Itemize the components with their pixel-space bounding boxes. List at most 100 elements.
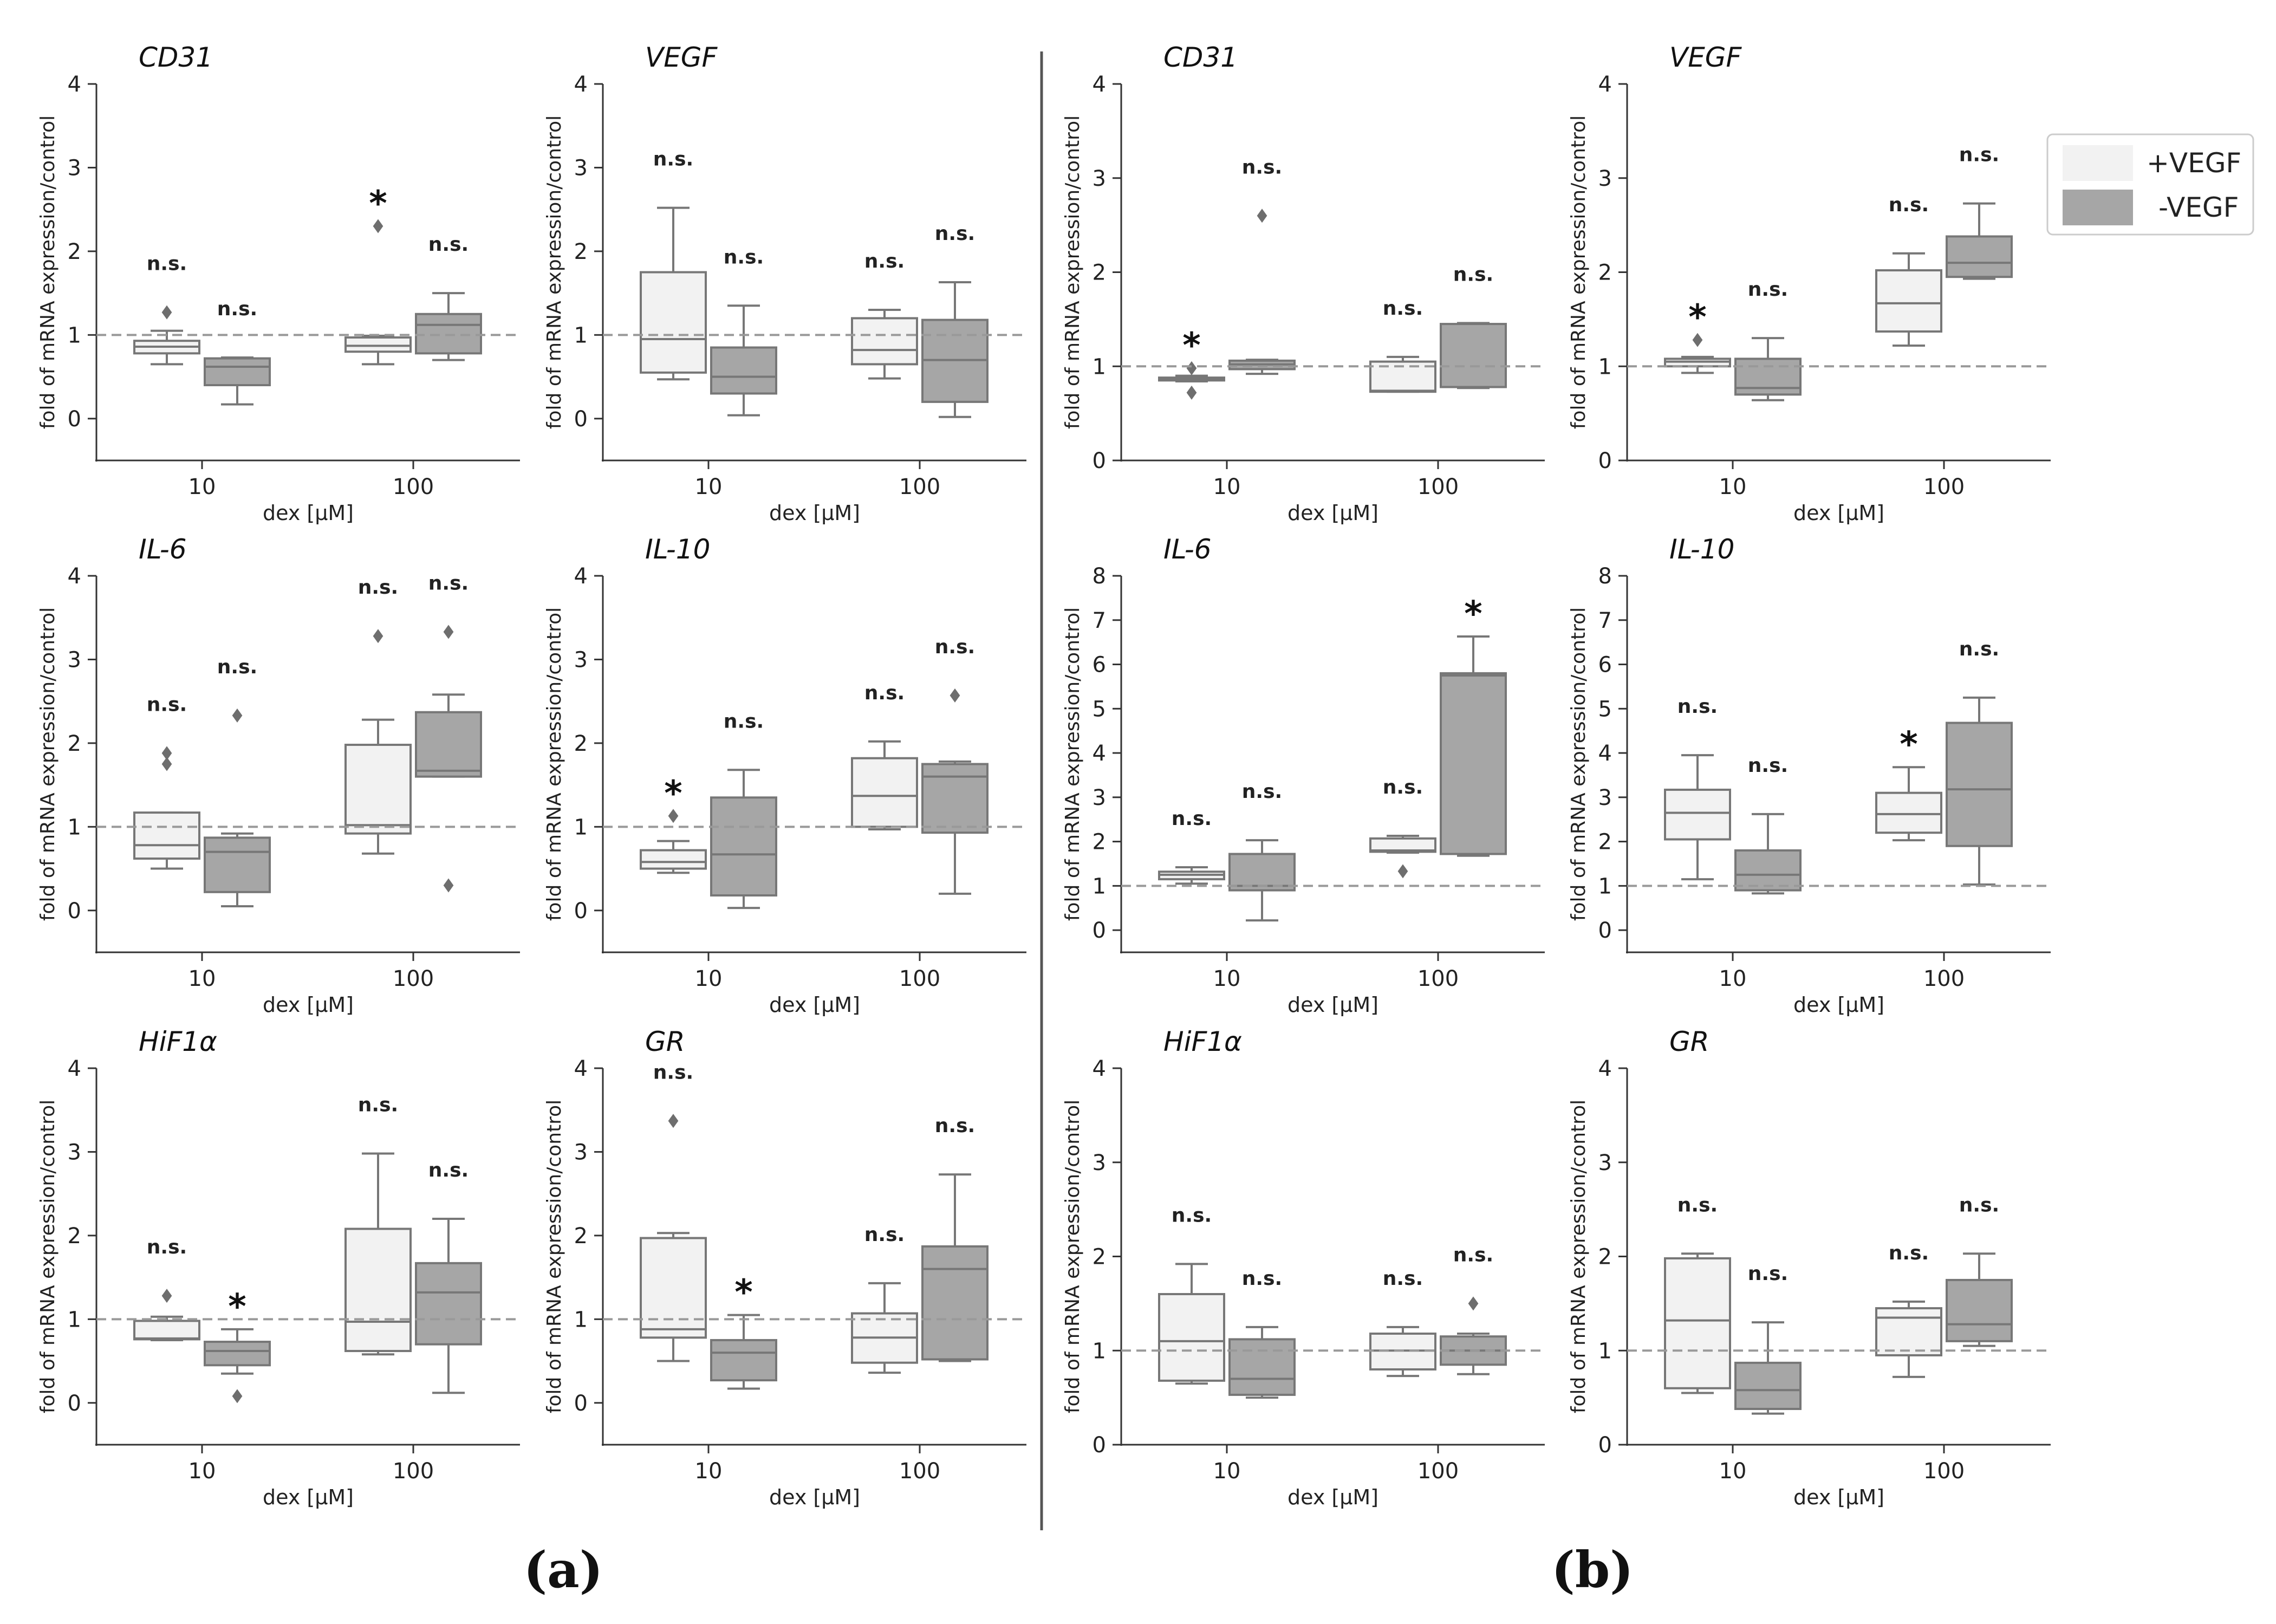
box-10-minus-vegf [1734, 1321, 1802, 1415]
significance-label: n.s. [1383, 776, 1423, 798]
y-tick-label: 2 [574, 239, 588, 264]
panel-a-il-10: 0 1 2 3 4 10 100 IL-10 dex [µM] fold of mRNA expr… [543, 534, 1026, 1017]
significance-label: n.s. [1242, 156, 1282, 178]
significance-label: n.s. [1453, 1244, 1493, 1266]
y-tick-label: 3 [68, 1140, 81, 1165]
significance-label: * [1688, 298, 1706, 338]
significance-label: n.s. [724, 246, 764, 268]
x-axis-label: dex [µM] [1287, 501, 1378, 525]
significance-label: n.s. [935, 636, 975, 658]
y-axis-label: fold of mRNA expression/control [37, 115, 59, 429]
y-tick-label: 0 [1093, 1433, 1106, 1458]
y-tick-label: 2 [1093, 830, 1106, 855]
panel-b-hif1: 0 1 2 3 4 10 100 HiF1α dex [µM] fold of mRNA expr… [1062, 1026, 1545, 1509]
x-axis-label: dex [µM] [263, 1485, 354, 1509]
significance-label: n.s. [147, 693, 187, 716]
box-body [1734, 849, 1802, 892]
x-tick-label: 10 [1213, 1459, 1241, 1484]
significance-label: n.s. [217, 656, 257, 678]
x-tick-label: 10 [188, 475, 216, 499]
box-10-plus-vegf [1158, 866, 1225, 885]
y-tick-label: 0 [68, 1391, 81, 1416]
box-100-minus-vegf [1946, 696, 2013, 886]
outlier-point [161, 1289, 172, 1303]
significance-label: n.s. [1889, 194, 1929, 216]
significance-label: n.s. [864, 682, 905, 704]
box-body [344, 743, 412, 835]
box-100-minus-vegf [1440, 322, 1507, 389]
x-axis-label: dex [µM] [1793, 993, 1884, 1017]
box-10-plus-vegf [133, 1289, 200, 1341]
outlier-point [1692, 333, 1703, 347]
outlier-point [1257, 209, 1267, 223]
box-body [1664, 788, 1731, 841]
significance-label: n.s. [1889, 1242, 1929, 1264]
y-tick-label: 2 [574, 731, 588, 756]
significance-label: n.s. [1242, 1268, 1282, 1290]
outlier-point [1186, 361, 1197, 375]
x-axis-label: dex [µM] [1793, 501, 1884, 525]
significance-label: n.s. [1748, 278, 1788, 301]
y-tick-label: 2 [1598, 1245, 1612, 1270]
y-tick-label: 7 [1598, 608, 1612, 633]
panel-b-vegf: 0 1 2 3 4 10 100 VEGF dex [µM] fold of mRNA expre… [1568, 42, 2051, 525]
box-10-minus-vegf [204, 356, 271, 406]
y-tick-label: 0 [574, 407, 588, 432]
box-100-plus-vegf [1369, 834, 1436, 879]
panel-label-b: (b) [1551, 1541, 1633, 1599]
significance-label: * [734, 1273, 752, 1313]
legend: +VEGF -VEGF [2046, 133, 2254, 236]
significance-label: n.s. [653, 1061, 693, 1083]
y-tick-label: 1 [68, 1307, 81, 1332]
y-tick-label: 3 [574, 647, 588, 672]
y-tick-label: 0 [1598, 449, 1612, 473]
x-axis-label: dex [µM] [1287, 1485, 1378, 1509]
y-tick-label: 4 [68, 72, 81, 97]
y-axis-label: fold of mRNA expression/control [543, 607, 565, 921]
box-body [1664, 1257, 1731, 1389]
significance-label: n.s. [1677, 696, 1718, 718]
box-10-minus-vegf [204, 708, 271, 908]
box-body [1875, 791, 1942, 834]
y-tick-label: 1 [574, 323, 588, 348]
y-tick-label: 0 [1598, 1433, 1612, 1458]
y-tick-label: 2 [1598, 261, 1612, 285]
box-body [710, 796, 777, 897]
y-tick-label: 4 [1598, 72, 1612, 97]
x-tick-label: 10 [188, 1459, 216, 1484]
y-tick-label: 2 [68, 1224, 81, 1249]
box-10-plus-vegf [1158, 1263, 1225, 1385]
box-100-plus-vegf [344, 219, 412, 366]
significance-label: n.s. [1242, 781, 1282, 803]
box-100-minus-vegf [1946, 202, 2013, 280]
x-tick-label: 100 [899, 1459, 940, 1484]
box-100-minus-vegf [415, 1218, 482, 1394]
y-tick-label: 3 [1093, 1151, 1106, 1175]
significance-label: * [1464, 594, 1482, 634]
x-tick-label: 100 [899, 966, 940, 991]
y-axis-label: fold of mRNA expression/control [1568, 115, 1590, 429]
significance-label: n.s. [147, 253, 187, 275]
significance-label: n.s. [724, 710, 764, 732]
outlier-point [1186, 385, 1197, 400]
box-body [344, 336, 412, 353]
significance-label: n.s. [1453, 263, 1493, 285]
x-tick-label: 100 [393, 475, 434, 499]
y-tick-label: 6 [1598, 653, 1612, 678]
box-100-minus-vegf [415, 292, 482, 361]
box-100-plus-vegf [851, 1282, 918, 1374]
outlier-point [161, 305, 172, 320]
y-tick-label: 4 [1598, 741, 1612, 766]
x-axis-label: dex [µM] [769, 993, 860, 1017]
subplot-title: IL-6 [139, 534, 187, 565]
box-body [1228, 1338, 1296, 1396]
y-tick-label: 0 [1093, 918, 1106, 943]
significance-label: n.s. [1959, 144, 1999, 166]
x-tick-label: 10 [1213, 475, 1241, 499]
legend-swatch-minus-vegf [2063, 190, 2133, 225]
box-10-plus-vegf [1664, 1252, 1731, 1394]
box-body [133, 1320, 200, 1341]
y-tick-label: 3 [574, 155, 588, 180]
significance-label: n.s. [1677, 1194, 1718, 1216]
box-body [1946, 235, 2013, 278]
